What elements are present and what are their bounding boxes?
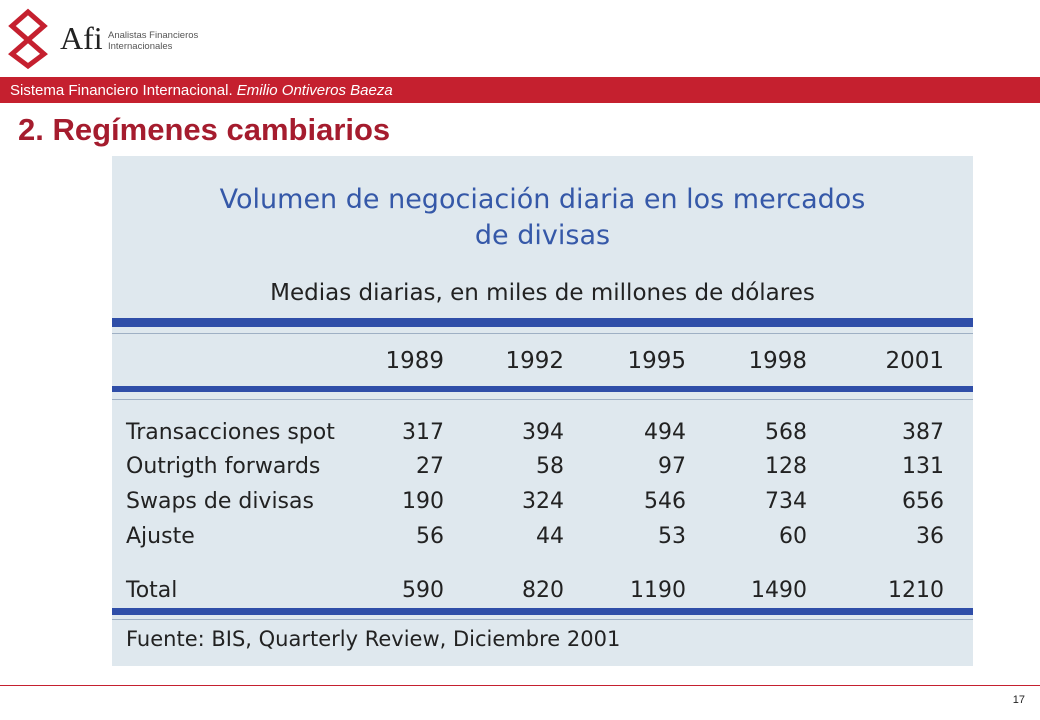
- total-cell: 1490: [751, 578, 807, 603]
- table-title-line1: Volumen de negociación diaria en los mer…: [219, 184, 866, 215]
- table-source: Fuente: BIS, Quarterly Review, Diciembre…: [126, 627, 621, 651]
- table-top-rule: [112, 318, 973, 327]
- brand-name: Afi: [60, 20, 103, 56]
- table-cell: 568: [765, 420, 807, 445]
- year-header: 1995: [627, 348, 686, 374]
- brand-subtitle: Analistas Financieros Internacionales: [108, 30, 198, 52]
- table-title-line2: de divisas: [474, 220, 611, 251]
- table-cell: 387: [902, 420, 944, 445]
- total-label: Total: [126, 578, 178, 603]
- row-label: Swaps de divisas: [126, 489, 314, 514]
- table-top-thin-rule: [112, 333, 973, 334]
- row-label: Outrigth forwards: [126, 454, 321, 479]
- table-cell: 53: [658, 524, 686, 549]
- page-title: 2. Regímenes cambiarios: [18, 112, 391, 147]
- banner-author: Emilio Ontiveros Baeza: [236, 82, 393, 99]
- table-cell: 656: [902, 489, 944, 514]
- header-banner: Sistema Financiero Internacional. Emilio…: [0, 77, 1040, 103]
- header-thin-rule: [112, 399, 973, 400]
- table-cell: 36: [916, 524, 944, 549]
- table-cell: 60: [779, 524, 807, 549]
- table-subtitle: Medias diarias, en miles de millones de …: [270, 280, 815, 306]
- table-cell: 131: [902, 454, 944, 479]
- table-cell: 734: [765, 489, 807, 514]
- table-title: Volumen de negociación diaria en los mer…: [112, 182, 973, 254]
- row-label: Ajuste: [126, 524, 195, 549]
- table-cell: 128: [765, 454, 807, 479]
- year-header: 1992: [505, 348, 564, 374]
- table-cell: 27: [416, 454, 444, 479]
- table-cell: 324: [522, 489, 564, 514]
- table-cell: 190: [402, 489, 444, 514]
- table-cell: 546: [644, 489, 686, 514]
- afi-logo-icon: [8, 8, 48, 70]
- table-cell: 494: [644, 420, 686, 445]
- total-cell: 590: [402, 578, 444, 603]
- total-cell: 820: [522, 578, 564, 603]
- brand-subtitle-line2: Internacionales: [108, 41, 173, 52]
- brand-subtitle-line1: Analistas Financieros: [108, 30, 199, 41]
- row-label: Transacciones spot: [126, 420, 335, 445]
- table-cell: 56: [416, 524, 444, 549]
- year-header: 1998: [748, 348, 807, 374]
- footer-divider: [0, 685, 1040, 686]
- table-cell: 97: [658, 454, 686, 479]
- table-cell: 394: [522, 420, 564, 445]
- table-cell: 58: [536, 454, 564, 479]
- table-cell: 317: [402, 420, 444, 445]
- page-number: 17: [1012, 694, 1025, 706]
- total-cell: 1210: [888, 578, 944, 603]
- table-cell: 44: [536, 524, 564, 549]
- banner-course: Sistema Financiero Internacional.: [10, 82, 237, 99]
- header-rule: [112, 386, 973, 392]
- total-rule: [112, 608, 973, 615]
- year-header: 1989: [385, 348, 444, 374]
- total-thin-rule: [112, 619, 973, 620]
- year-header: 2001: [885, 348, 944, 374]
- total-cell: 1190: [630, 578, 686, 603]
- fx-volume-table: Volumen de negociación diaria en los mer…: [112, 156, 973, 666]
